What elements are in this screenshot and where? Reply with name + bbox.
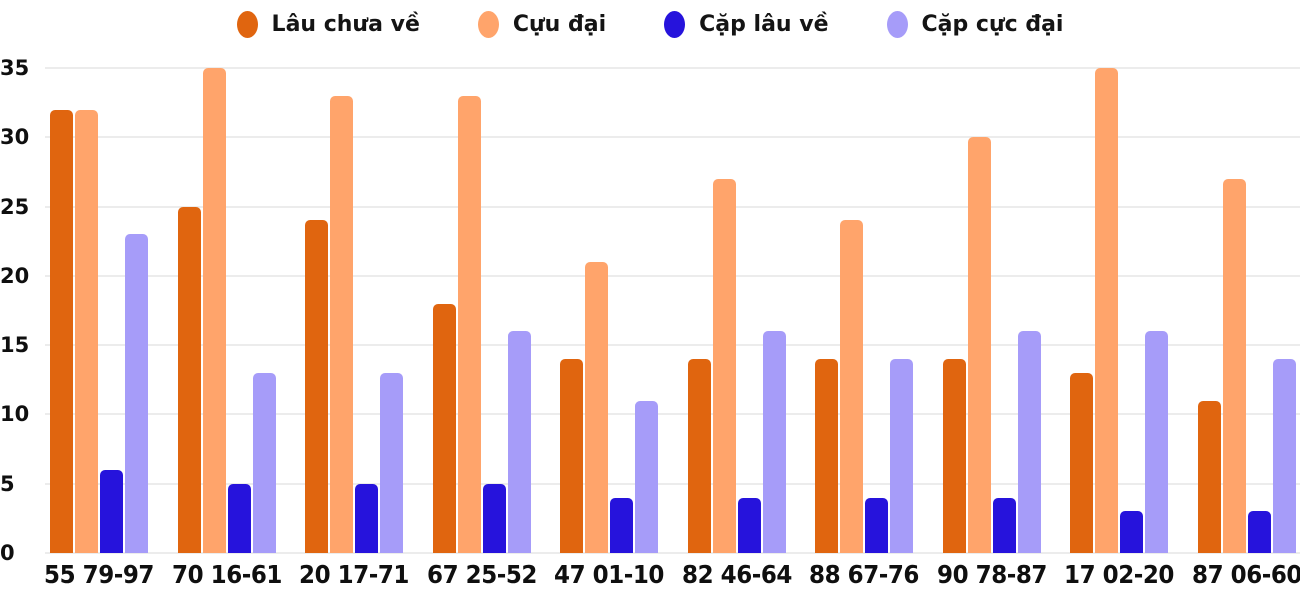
y-axis-tick-label: 20 [0, 263, 30, 288]
legend-marker-icon [477, 10, 499, 38]
legend-item: Lâu chưa về [236, 10, 420, 38]
bar [762, 331, 786, 553]
bar [1145, 331, 1168, 553]
y-axis-tick-label: 0 [0, 541, 15, 565]
bar [1095, 68, 1118, 553]
gridline [45, 67, 1300, 69]
y-axis-tick-label: 35 [0, 56, 30, 80]
bar [380, 372, 403, 553]
bar [482, 483, 506, 553]
y-axis-tick-label: 5 [0, 471, 15, 496]
y-axis-tick-label: 30 [0, 125, 30, 150]
legend-item: Cựu đại [477, 10, 607, 38]
x-axis-category-label: 17 02-20 [1064, 560, 1174, 589]
legend-marker-icon [236, 10, 258, 38]
bar [177, 206, 201, 553]
legend-item-label: Cặp lâu về [699, 11, 829, 37]
y-axis-tick-label: 25 [0, 194, 30, 219]
bar [1070, 372, 1093, 553]
x-axis-category-label: 87 06-60 [1191, 560, 1300, 589]
bar [865, 497, 888, 553]
bar [610, 497, 633, 553]
x-axis-category-label: 82 46-64 [681, 560, 792, 589]
x-axis-category-label: 90 78-87 [936, 560, 1047, 589]
gridline [45, 136, 1300, 139]
bar [687, 359, 711, 553]
bar [560, 359, 583, 553]
bar [252, 372, 276, 553]
bar [75, 109, 98, 553]
bar [992, 497, 1016, 553]
legend-marker-icon [664, 10, 686, 38]
x-axis-category-label: 88 67-76 [809, 560, 919, 589]
bar [737, 497, 761, 553]
bar [330, 95, 353, 553]
bar [712, 178, 736, 553]
bar [967, 137, 991, 553]
x-axis-category-label: 70 16-61 [171, 560, 282, 589]
bar [815, 359, 838, 553]
legend-item-label: Cặp cực đại [921, 11, 1064, 37]
bar [1017, 331, 1041, 553]
bar [100, 469, 123, 553]
bar [585, 262, 608, 553]
gridline [45, 482, 1300, 485]
y-axis-tick-label: 10 [0, 402, 30, 427]
bar [1197, 400, 1221, 553]
bar [1222, 178, 1246, 553]
x-axis-category-label: 67 25-52 [426, 560, 537, 589]
bar [432, 303, 456, 553]
gridline [45, 552, 1300, 554]
bar [125, 234, 148, 553]
bar [942, 359, 966, 553]
bar [457, 95, 481, 553]
legend-item-label: Cựu đại [512, 11, 607, 37]
gridline [45, 274, 1300, 277]
gridline [45, 413, 1300, 416]
x-axis-category-label: 47 01-10 [554, 560, 664, 589]
bar [50, 109, 73, 553]
bar [305, 220, 328, 553]
bar [1247, 511, 1271, 553]
y-axis-tick-label: 15 [0, 333, 30, 358]
legend-item: Cặp cực đại [886, 10, 1064, 38]
bar [355, 483, 378, 553]
gridline [45, 205, 1300, 208]
legend-item-label: Lâu chưa về [271, 11, 420, 37]
bar [1272, 359, 1296, 553]
bar [635, 400, 658, 553]
legend-item: Cặp lâu về [664, 10, 829, 38]
x-axis-category-label: 55 79-97 [44, 560, 154, 589]
bar [202, 68, 226, 553]
bar [1120, 511, 1143, 553]
legend-marker-icon [886, 10, 908, 38]
bar [507, 331, 531, 553]
chart-legend: Lâu chưa về Cựu đại Cặp lâu về Cặp cực đại [0, 4, 1300, 44]
bar [840, 220, 863, 553]
x-axis-category-label: 20 17-71 [299, 560, 409, 589]
bar [227, 483, 251, 553]
gridline [45, 344, 1300, 347]
bar [890, 359, 913, 553]
